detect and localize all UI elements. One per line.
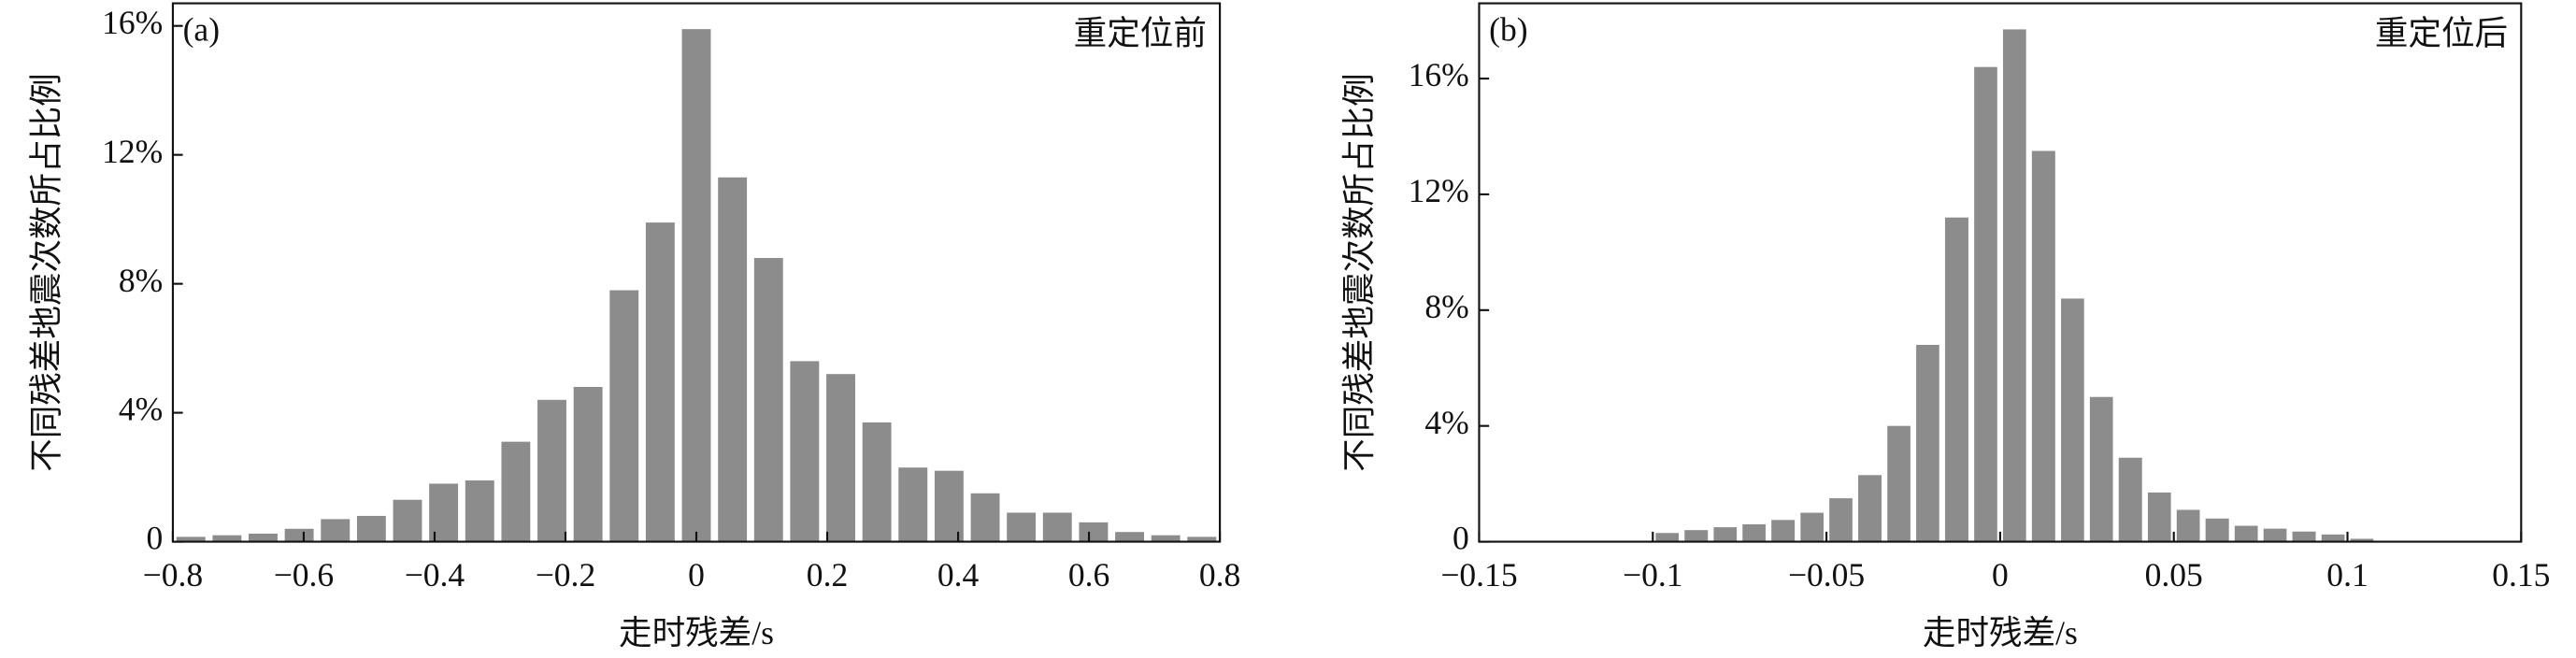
bar <box>2061 298 2084 542</box>
bar <box>356 515 386 542</box>
bar <box>681 29 711 542</box>
x-tick-label: −0.05 <box>1788 556 1865 594</box>
y-axis-label: 不同残差地震次数所占比例 <box>1340 73 1378 472</box>
bars <box>176 29 1217 542</box>
bar <box>1858 475 1882 542</box>
bar <box>321 519 351 542</box>
bar <box>898 467 928 542</box>
bar <box>429 483 459 542</box>
bar <box>1187 536 1217 542</box>
bar <box>718 177 748 542</box>
bar <box>2205 518 2229 542</box>
y-tick-label: 16% <box>1409 56 1469 93</box>
y-tick-label: 4% <box>1424 404 1468 441</box>
y-tick-label: 4% <box>119 391 163 428</box>
bar <box>609 290 639 542</box>
bars <box>1655 29 2374 542</box>
x-tick-label: −0.8 <box>143 556 203 594</box>
bar <box>2321 534 2345 542</box>
bar <box>2031 150 2055 542</box>
bar <box>1829 498 1853 542</box>
x-tick-label: 0.05 <box>2145 556 2203 594</box>
annotation: 重定位前 <box>1074 14 1207 51</box>
x-tick-label: −0.2 <box>536 556 595 594</box>
bar <box>1916 344 1939 542</box>
plot-frame <box>1478 2 2523 543</box>
y-tick-label: 12% <box>102 133 163 170</box>
bar <box>1800 512 1825 542</box>
x-tick-label: 0.2 <box>807 556 848 594</box>
panel-label: (a) <box>183 11 220 49</box>
bar <box>1944 217 1968 542</box>
bar <box>2176 509 2200 542</box>
x-tick-label: 0 <box>688 556 705 594</box>
x-tick-label: 0.6 <box>1068 556 1109 594</box>
x-tick-label: 0.1 <box>2326 556 2368 594</box>
bar <box>1887 425 1911 542</box>
x-tick-label: 0.15 <box>2492 556 2550 594</box>
bar <box>970 493 1000 542</box>
x-tick-label: −0.15 <box>1440 556 1517 594</box>
x-axis-label: 走时残差/s <box>1923 614 2078 651</box>
x-tick-label: −0.4 <box>405 556 465 594</box>
bar <box>934 470 964 542</box>
bar <box>501 441 531 542</box>
y-axis-label: 不同残差地震次数所占比例 <box>27 73 64 472</box>
bar <box>465 480 494 542</box>
bar <box>1042 512 1072 542</box>
bar <box>1974 66 1997 542</box>
bar <box>2147 492 2171 542</box>
x-tick-label: 0.4 <box>937 556 980 594</box>
y-tick-label: 0 <box>1453 520 1469 557</box>
y-tick-label: 0 <box>146 520 163 557</box>
bar <box>249 533 278 542</box>
y-tick-label: 16% <box>102 4 163 41</box>
bar <box>284 528 314 542</box>
y-tick-label: 12% <box>1409 172 1469 209</box>
bar <box>393 499 422 542</box>
bar <box>790 361 820 542</box>
bar <box>1713 527 1738 542</box>
bar <box>753 258 783 542</box>
bar <box>1007 512 1037 542</box>
bar <box>1655 533 1680 542</box>
bar <box>862 422 892 542</box>
bar <box>573 386 603 542</box>
annotation: 重定位后 <box>2375 14 2508 51</box>
x-tick-label: −0.6 <box>274 556 334 594</box>
panel-label: (b) <box>1489 11 1527 49</box>
y-tick-label: 8% <box>119 262 163 299</box>
bar <box>1151 535 1181 542</box>
bar <box>2292 531 2316 542</box>
bar <box>645 222 675 542</box>
bar <box>1079 522 1109 542</box>
x-tick-label: −0.1 <box>1623 556 1682 594</box>
bar <box>826 374 855 542</box>
bar <box>1684 530 1709 542</box>
y-tick-label: 8% <box>1424 288 1468 325</box>
bar <box>176 536 206 542</box>
bar <box>2350 538 2374 542</box>
bar <box>212 535 242 542</box>
bar <box>2263 528 2287 542</box>
x-tick-label: 0.8 <box>1199 556 1240 594</box>
bar <box>2118 457 2142 542</box>
bar <box>1742 523 1766 542</box>
bar <box>1771 520 1796 542</box>
bar <box>537 399 566 542</box>
bar <box>2089 396 2113 542</box>
bar <box>2002 29 2026 542</box>
x-tick-label: 0 <box>1992 556 2009 594</box>
bar <box>1115 532 1145 542</box>
x-axis-label: 走时残差/s <box>619 614 774 651</box>
bar <box>2234 525 2258 542</box>
